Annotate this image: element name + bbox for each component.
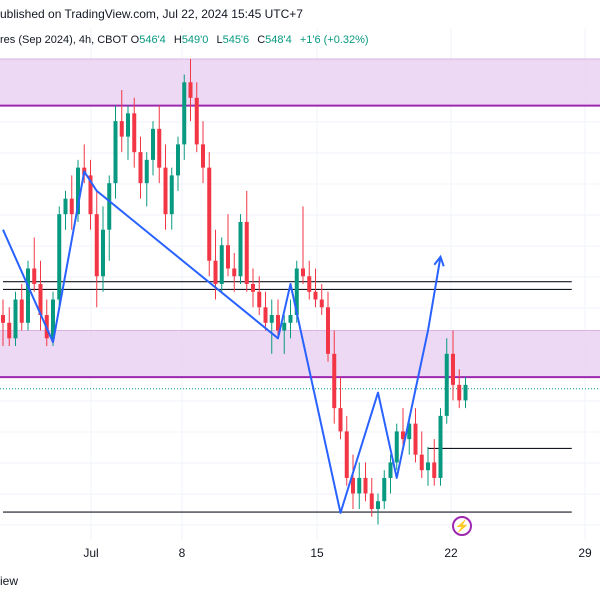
candle-body [157,128,162,168]
supply-demand-zone [0,59,600,106]
candle-body [138,152,143,184]
candle-body [407,423,412,440]
candle-body [32,268,37,284]
arrow-head [433,254,445,267]
open-value: 546'4 [139,34,166,46]
candle-body [338,408,343,432]
candle-body [426,462,430,471]
candle-body [219,245,224,284]
candle-body [194,97,199,145]
candle-body [301,268,305,277]
candle-body [101,229,105,277]
high-value: 549'0 [181,34,209,46]
low-value: 545'6 [222,34,250,46]
candle-body [288,315,293,323]
candle-body [357,477,362,494]
candle-body [13,299,18,339]
publish-header: ublished on TradingView.com, Jul 22, 202… [0,0,600,28]
candle-body [238,221,243,277]
candle-body [282,322,287,331]
candle-body [457,384,462,401]
x-tick-label: 22 [444,546,458,560]
footer-text: iew [0,574,19,588]
candle-body [113,121,118,184]
open-label: O [130,34,140,46]
candle-body [307,276,312,292]
candle-body [144,159,149,184]
publish-text: ublished on TradingView.com, Jul 22, 202… [0,7,303,21]
x-tick-label: 15 [310,546,324,560]
symbol-legend: res (Sep 2024), 4h, CBOT O546'4 H549'0 L… [0,34,374,50]
candle-body [226,245,230,269]
x-tick-label: 29 [578,546,592,560]
candle-body [257,291,262,308]
x-tick-label: 8 [178,546,186,560]
candle-body [276,315,280,331]
time-axis[interactable]: Jul 8 15 22 29 [0,540,600,570]
lightning-icon[interactable]: ⚡ [452,516,472,536]
price-chart[interactable] [0,0,600,540]
low-label: L [216,34,223,46]
candle-body [251,284,255,292]
candle-body [344,431,349,478]
candle-body [369,493,374,509]
candle-body [19,299,24,323]
high-label: H [173,34,182,46]
close-value: 548'4 [265,34,292,46]
candle-body [269,315,274,323]
candle-body [388,462,393,478]
change-value: +1'6 (+0.32%) [299,34,369,46]
candle-body [1,315,5,323]
candle-body [319,299,324,308]
candle-body [119,121,124,137]
candle-body [57,214,62,300]
candle-body [438,415,443,478]
candle-body [363,477,368,494]
candle-body [88,175,93,215]
candle-body [132,113,137,153]
candle-body [444,353,449,416]
candle-body [432,462,437,478]
candle-body [182,82,187,145]
candle-body [63,198,68,215]
candle-body [213,260,218,284]
candle-body [38,284,43,316]
x-tick-label: Jul [83,546,99,560]
candle-body [107,183,112,230]
elliott-wave-path [2,170,442,514]
symbol-description[interactable]: res (Sep 2024), 4h, CBOT [0,34,128,46]
candle-body [451,353,455,385]
candle-body [7,322,12,339]
candle-body [463,384,468,401]
close-label: C [257,34,266,46]
candle-body [207,167,212,261]
candle-body [69,198,74,215]
candle-body [51,299,55,339]
candle-body [232,268,237,277]
candle-body [126,113,130,137]
candle-body [201,144,205,168]
candle-body [26,268,30,323]
candle-body [382,477,387,502]
candle-body [313,291,318,300]
candle-body [94,214,99,277]
candle-body [294,268,299,316]
candle-body [332,353,337,409]
candle-body [176,144,180,176]
candle-body [326,307,330,354]
candle-body [376,501,380,509]
candle-body [394,431,399,463]
candle-body [169,175,174,215]
candle-body [244,221,249,284]
candle-body [401,431,405,440]
candle-body [413,423,418,455]
candle-body [188,82,193,98]
candle-body [163,167,168,215]
supply-demand-zone [0,330,600,378]
candle-body [151,128,155,160]
candle-body [351,477,355,494]
candle-body [419,454,424,471]
candle-body [263,307,268,323]
candle-body [76,167,80,215]
